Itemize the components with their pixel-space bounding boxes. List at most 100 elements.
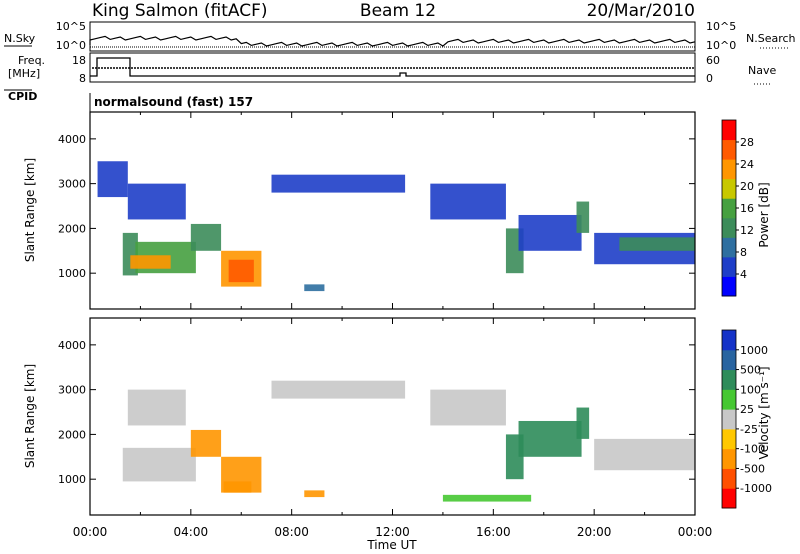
colorbar-tick-label: -500 [740,462,765,475]
noise-right-tick-top: 10^5 [706,20,736,33]
ytick-label: 2000 [58,428,86,441]
power-ylabel: Slant Range [km] [23,158,37,262]
date-title: 20/Mar/2010 [587,1,695,21]
colorbar-tick-label: 28 [740,136,754,149]
noise-panel: N.Sky 10^5 10^0 10^5 10^0 N.Search [4,20,796,52]
colorbar-frame [721,329,737,509]
freq-label-1: Freq. [18,54,45,67]
data-region-10 [518,420,582,457]
colorbar-tick-label: -25 [740,423,758,436]
freq-trace [90,57,695,77]
colorbar-segment [722,448,736,469]
colorbar-segment [722,198,736,219]
colorbar-tick-label: 500 [740,364,761,377]
colorbar-segment [722,389,736,410]
ytick-label: 1000 [58,267,86,280]
data-region-7 [228,259,254,283]
noise-sky-line [89,35,696,47]
data-region-8 [442,494,532,502]
data-region-4 [223,481,252,493]
xtick-label: 20:00 [577,525,612,539]
data-region-12 [594,438,695,471]
data-region-1 [127,183,186,220]
freq-left-tick-bottom: 8 [79,72,86,85]
colorbar-tick-label: 1000 [740,344,768,357]
station-title: King Salmon (fitACF) [92,1,268,21]
xtick-label: 00:00 [73,525,108,539]
colorbar-tick-label: 8 [740,246,747,259]
freq-right-tick-bottom: 0 [706,72,713,85]
data-region-13 [576,201,590,233]
colorbar-segment [722,330,736,351]
colorbar-segment [722,139,736,160]
noise-sky-label: N.Sky [4,32,36,45]
velocity-cbar-label: Velocity [m s⁻¹] [757,366,771,459]
xtick-label: 04:00 [174,525,209,539]
beam-title: Beam 12 [360,1,436,21]
colorbar-segment [722,468,736,489]
colorbar-tick-label: 100 [740,383,761,396]
colorbar-segment [722,217,736,238]
velocity-panel: 4000 3000 2000 1000 Slant Range [km] 1000 50… [23,317,772,552]
noise-right-tick-bottom: 10^0 [706,39,736,52]
data-region-11 [576,407,590,439]
ytick-label: 1000 [58,473,86,486]
velocity-y-axis: 4000 3000 2000 1000 [58,318,696,515]
colorbar-segment [722,178,736,199]
data-region-7 [430,389,506,426]
colorbar-segment [722,120,736,141]
colorbar-segment [722,237,736,258]
power-heatmap [97,161,695,292]
data-region-5 [304,490,325,498]
noise-trace [89,35,696,48]
cpid-label: CPID [8,90,37,103]
data-region-8 [304,284,325,292]
colorbar-tick-label: -1000 [740,482,772,495]
ytick-label: 3000 [58,384,86,397]
noise-left-tick-top: 10^5 [56,20,86,33]
velocity-ylabel: Slant Range [km] [23,364,37,468]
colorbar-segment [722,256,736,277]
freq-panel: Freq. [MHz] 18 8 60 0 Nave [8,52,776,85]
velocity-heatmap [122,380,695,502]
data-region-9 [271,174,406,193]
colorbar-segment [722,488,736,509]
velocity-colorbar: 1000 500 100 25 -25 -100 -500 -1000 [721,329,772,509]
ytick-label: 4000 [58,133,86,146]
freq-right-tick-top: 60 [706,54,720,67]
data-region-0 [122,447,196,482]
nave-label: Nave [748,64,776,77]
colorbar-tick-label: 12 [740,224,754,237]
xtick-label: 16:00 [476,525,511,539]
colorbar-tick-label: 24 [740,158,754,171]
data-region-4 [130,255,171,269]
freq-left-tick-top: 18 [72,54,86,67]
data-region-2 [190,429,222,457]
colorbar-tick-label: 20 [740,180,754,193]
power-colorbar: 28 24 20 16 12 8 4 [721,119,754,297]
colorbar-tick-label: -100 [740,443,765,456]
colorbar-tick-label: 16 [740,202,754,215]
xtick-label: 00:00 [678,525,713,539]
ytick-label: 4000 [58,339,86,352]
time-xlabel: Time UT [366,538,417,552]
ytick-label: 3000 [58,178,86,191]
colorbar-segment [722,276,736,297]
colorbar-segment [722,349,736,371]
colorbar-segment [722,159,736,180]
colorbar-segment [722,409,736,430]
colorbar-segment [722,369,736,390]
noise-search-label: N.Search [746,32,796,45]
data-region-6 [271,380,406,399]
power-panel: 4000 3000 2000 1000 Slant Range [km] 28 24 20… [23,111,771,310]
noise-left-tick-bottom: 10^0 [56,39,86,52]
colorbar-segment [722,428,736,450]
data-region-1 [127,389,186,426]
data-region-15 [619,237,695,251]
xtick-label: 08:00 [274,525,309,539]
cpid-value: normalsound (fast) 157 [94,95,253,109]
data-region-5 [190,223,222,251]
data-region-0 [97,161,128,198]
colorbar-tick-label: 4 [740,268,747,281]
